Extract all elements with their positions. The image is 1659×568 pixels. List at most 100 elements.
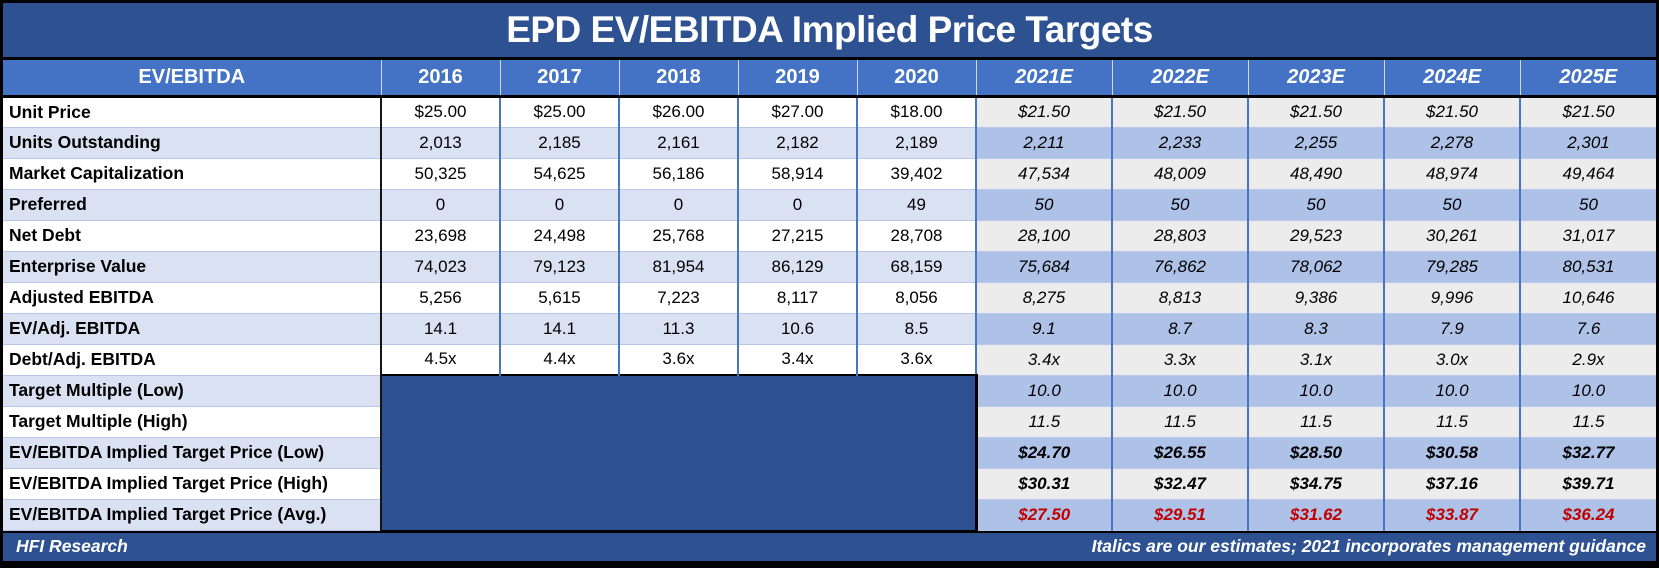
table-row: Adjusted EBITDA 5,256 5,615 7,223 8,117 8,056…: [3, 282, 1656, 314]
cell-estimate: 10,646: [1520, 282, 1656, 314]
footer-bar: HFI Research Italics are our estimates; …: [3, 532, 1656, 561]
row-label: Net Debt: [3, 220, 382, 252]
cell-estimate: 10.0: [1520, 375, 1656, 407]
cell-historical: 0: [500, 189, 620, 221]
table-row: Target Multiple (High) 11.5 11.5 11.5 11.5 11…: [3, 406, 1656, 438]
row-label: Debt/Adj. EBITDA: [3, 344, 382, 376]
cell-estimate: 9,996: [1384, 282, 1521, 314]
cell-estimate: 28,100: [976, 220, 1113, 252]
cell-estimate: $32.47: [1112, 468, 1249, 500]
cell-historical: 0: [619, 189, 739, 221]
no-data-block: [381, 374, 978, 530]
cell-historical: $27.00: [738, 96, 858, 128]
cell-historical: 8.5: [857, 313, 977, 345]
cell-historical: 23,698: [381, 220, 501, 252]
cell-historical: 58,914: [738, 158, 858, 190]
table-row: EV/Adj. EBITDA 14.1 14.1 11.3 10.6 8.5 9.1 8.7 8…: [3, 313, 1656, 345]
cell-estimate: 11.5: [1248, 406, 1385, 438]
cell-estimate: $32.77: [1520, 437, 1656, 469]
row-label: Unit Price: [3, 96, 382, 128]
header-year: 2022E: [1112, 60, 1249, 98]
cell-estimate: 11.5: [1520, 406, 1656, 438]
cell-estimate: $27.50: [976, 499, 1113, 531]
table-row: Unit Price $25.00 $25.00 $26.00 $27.00 $18.00…: [3, 96, 1656, 128]
cell-historical: 14.1: [381, 313, 501, 345]
cell-estimate: $37.16: [1384, 468, 1521, 500]
cell-historical: 3.6x: [619, 344, 739, 376]
header-year: 2016: [381, 60, 501, 98]
cell-estimate: 28,803: [1112, 220, 1249, 252]
cell-estimate: 29,523: [1248, 220, 1385, 252]
cell-historical: 28,708: [857, 220, 977, 252]
cell-estimate: $21.50: [1112, 96, 1249, 128]
row-label: Preferred: [3, 189, 382, 221]
cell-estimate: 10.0: [1112, 375, 1249, 407]
cell-historical: 5,615: [500, 282, 620, 314]
cell-historical: 8,117: [738, 282, 858, 314]
cell-estimate: 48,009: [1112, 158, 1249, 190]
header-year: 2018: [619, 60, 739, 98]
cell-estimate: 8.7: [1112, 313, 1249, 345]
row-label: EV/EBITDA Implied Target Price (Low): [3, 437, 382, 469]
cell-estimate: 7.6: [1520, 313, 1656, 345]
row-label: EV/EBITDA Implied Target Price (High): [3, 468, 382, 500]
cell-estimate: 50: [1384, 189, 1521, 221]
cell-historical: 49: [857, 189, 977, 221]
cell-estimate: 2,233: [1112, 127, 1249, 159]
cell-historical: 4.5x: [381, 344, 501, 376]
cell-historical: 7,223: [619, 282, 739, 314]
cell-historical: 86,129: [738, 251, 858, 283]
row-label: Enterprise Value: [3, 251, 382, 283]
cell-estimate: 50: [1112, 189, 1249, 221]
header-metric-label: EV/EBITDA: [3, 60, 382, 98]
cell-estimate: 50: [1248, 189, 1385, 221]
table-row: Target Multiple (Low) 10.0 10.0 10.0 10.0 10.…: [3, 374, 1656, 530]
cell-historical: 25,768: [619, 220, 739, 252]
cell-estimate: 11.5: [1112, 406, 1249, 438]
cell-historical: 8,056: [857, 282, 977, 314]
cell-estimate: 10.0: [976, 375, 1113, 407]
cell-historical: 68,159: [857, 251, 977, 283]
cell-historical: 3.6x: [857, 344, 977, 376]
table-body: Unit Price $25.00 $25.00 $26.00 $27.00 $18.00…: [3, 96, 1656, 531]
cell-historical: 3.4x: [738, 344, 858, 376]
cell-estimate: 9,386: [1248, 282, 1385, 314]
estimates-footnote: Italics are our estimates; 2021 incorpor…: [1091, 536, 1646, 556]
cell-historical: 54,625: [500, 158, 620, 190]
cell-historical: 0: [738, 189, 858, 221]
cell-historical: $25.00: [381, 96, 501, 128]
cell-historical: 2,189: [857, 127, 977, 159]
cell-estimate: 11.5: [976, 406, 1113, 438]
cell-estimate: 2.9x: [1520, 344, 1656, 376]
cell-historical: $25.00: [500, 96, 620, 128]
cell-estimate: 80,531: [1520, 251, 1656, 283]
cell-estimate: $30.58: [1384, 437, 1521, 469]
cell-historical: 2,161: [619, 127, 739, 159]
cell-historical: 14.1: [500, 313, 620, 345]
cell-estimate: 48,490: [1248, 158, 1385, 190]
header-year: 2019: [738, 60, 858, 98]
cell-estimate: 79,285: [1384, 251, 1521, 283]
cell-estimate: 3.4x: [976, 344, 1113, 376]
source-credit: HFI Research: [16, 536, 128, 556]
table-row: Preferred 0 0 0 0 49 50 50 50 50 50: [3, 189, 1656, 221]
page-title: EPD EV/EBITDA Implied Price Targets: [3, 3, 1656, 57]
row-label: Adjusted EBITDA: [3, 282, 382, 314]
table-row: Units Outstanding 2,013 2,185 2,161 2,182 2,1…: [3, 127, 1656, 159]
row-label: Units Outstanding: [3, 127, 382, 159]
cell-estimate: 3.3x: [1112, 344, 1249, 376]
cell-historical: 24,498: [500, 220, 620, 252]
cell-estimate: $33.87: [1384, 499, 1521, 531]
header-year: 2024E: [1384, 60, 1521, 98]
table-row: Enterprise Value 74,023 79,123 81,954 86,129…: [3, 251, 1656, 283]
cell-estimate: 10.0: [1384, 375, 1521, 407]
row-label: EV/EBITDA Implied Target Price (Avg.): [3, 499, 382, 531]
header-year: 2021E: [976, 60, 1113, 98]
cell-estimate: $26.55: [1112, 437, 1249, 469]
cell-historical: 2,013: [381, 127, 501, 159]
row-label: Market Capitalization: [3, 158, 382, 190]
cell-estimate: 8.3: [1248, 313, 1385, 345]
cell-historical: 11.3: [619, 313, 739, 345]
cell-estimate: $39.71: [1520, 468, 1656, 500]
